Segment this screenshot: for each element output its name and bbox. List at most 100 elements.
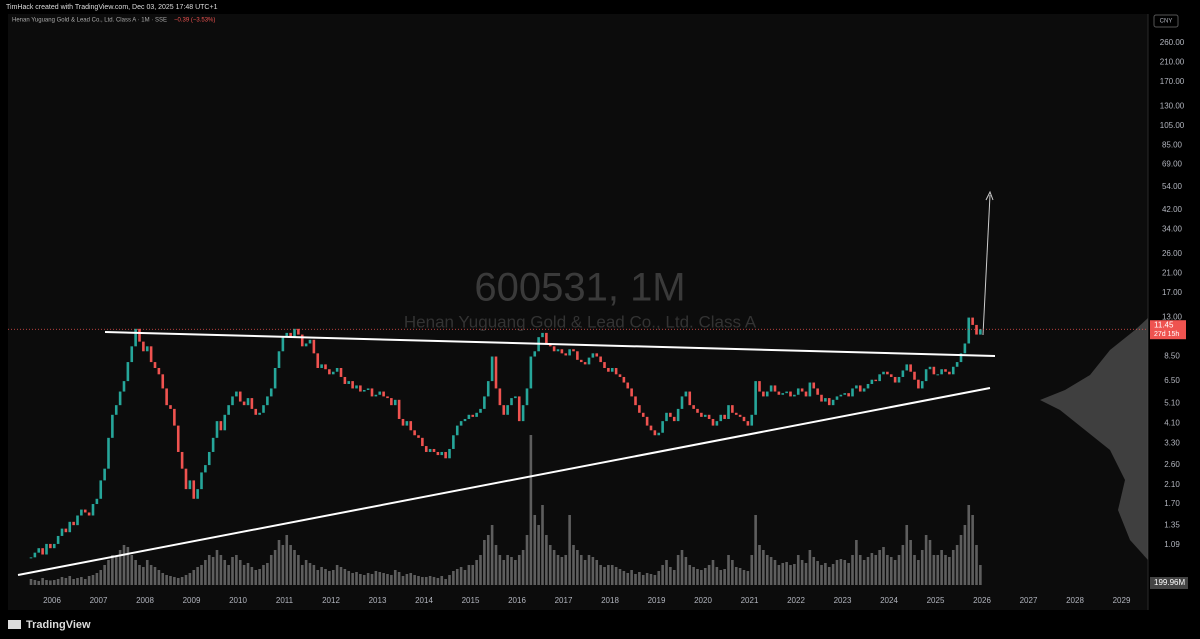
y-tick-label: 17.00 (1162, 288, 1183, 297)
volume-bar (963, 525, 967, 585)
volume-bar (37, 581, 41, 585)
candle (188, 480, 192, 490)
volume-bar (103, 565, 106, 585)
volume-bar (587, 555, 591, 585)
y-tick-label: 85.00 (1162, 141, 1183, 150)
candle (331, 371, 335, 375)
candle (634, 396, 637, 406)
candle (862, 388, 866, 392)
candle (459, 421, 463, 426)
candle (917, 379, 920, 389)
volume-bar (948, 557, 951, 585)
y-tick-label: 2.60 (1164, 460, 1180, 469)
volume-bar (266, 563, 269, 585)
volume-bar (661, 565, 664, 585)
volume-bar (719, 570, 723, 585)
candle (781, 393, 785, 395)
plot-area (8, 14, 1148, 610)
volume-bar (676, 555, 680, 585)
x-tick-label: 2025 (927, 596, 945, 605)
y-tick-label: 105.00 (1160, 121, 1185, 130)
volume-bar (227, 565, 230, 585)
candle (750, 414, 754, 426)
candle (173, 408, 176, 426)
volume-bar (173, 577, 176, 585)
volume-bar (231, 557, 234, 585)
candle (494, 356, 498, 389)
candle (932, 366, 936, 375)
volume-bar (273, 550, 277, 585)
volume-bar (331, 570, 335, 585)
volume-bar (444, 579, 447, 585)
volume-bar (440, 576, 444, 585)
volume-bar (99, 570, 103, 585)
candle (204, 465, 207, 473)
candle (134, 328, 137, 347)
volume-bar (893, 560, 897, 585)
volume-bar (738, 568, 742, 585)
volume-bar (72, 579, 75, 585)
y-tick-label: 1.09 (1164, 540, 1180, 549)
y-tick-label: 4.10 (1164, 418, 1180, 427)
volume-bar (223, 560, 227, 585)
volume-bar (831, 564, 835, 585)
candle (355, 385, 358, 389)
candle (626, 382, 630, 389)
volume-bar (917, 560, 920, 585)
volume-bar (812, 557, 816, 585)
volume-bar (889, 557, 893, 585)
y-tick-label: 2.10 (1164, 480, 1180, 489)
volume-bar (475, 560, 478, 585)
candle (269, 388, 273, 397)
candle (928, 366, 932, 370)
candle (866, 383, 870, 389)
candle (700, 412, 703, 417)
candle (297, 328, 300, 335)
candle (920, 381, 924, 389)
volume-bar (494, 545, 498, 585)
candle (800, 388, 804, 392)
volume-bar (246, 563, 250, 585)
y-tick-label: 21.00 (1162, 269, 1183, 278)
volume-bar (138, 565, 141, 585)
candle (29, 557, 33, 559)
x-tick-label: 2012 (322, 596, 340, 605)
candle (37, 548, 41, 553)
candle (304, 343, 308, 347)
x-tick-label: 2016 (508, 596, 526, 605)
volume-bar (793, 564, 796, 585)
candle (207, 451, 211, 466)
volume-bar (560, 557, 564, 585)
candle (703, 414, 707, 417)
volume-bar (940, 550, 943, 585)
candle (99, 480, 103, 499)
candle (897, 376, 901, 383)
candle (475, 412, 478, 417)
candle (463, 418, 467, 422)
volume-bar (541, 505, 544, 585)
volume-bar (362, 575, 366, 585)
candle (192, 480, 196, 499)
volume-bar (920, 550, 924, 585)
x-tick-label: 2010 (229, 596, 247, 605)
volume-bar (568, 515, 571, 585)
candle (514, 396, 517, 399)
x-tick-label: 2022 (787, 596, 805, 605)
volume-bar (959, 535, 963, 585)
candle (564, 353, 568, 356)
volume-bar (76, 578, 79, 585)
candle (266, 396, 269, 406)
candle (153, 362, 157, 368)
candle (657, 432, 661, 436)
candle (378, 391, 382, 395)
brand-logo (8, 620, 21, 629)
candle (855, 385, 858, 389)
candle (107, 437, 110, 469)
volume-bar (665, 560, 668, 585)
volume-bar (548, 545, 552, 585)
candle (401, 418, 405, 426)
volume-bar (816, 561, 819, 585)
volume-bar (874, 555, 878, 585)
candle (80, 509, 83, 516)
